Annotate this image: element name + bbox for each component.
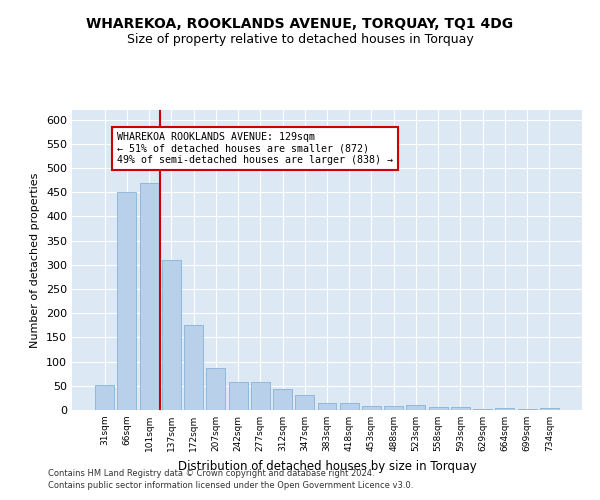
Bar xyxy=(295,396,314,410)
Bar xyxy=(317,402,337,410)
Text: Contains HM Land Registry data © Crown copyright and database right 2024.: Contains HM Land Registry data © Crown c… xyxy=(48,468,374,477)
Bar xyxy=(95,385,114,410)
Bar xyxy=(184,326,203,410)
Bar xyxy=(162,260,181,410)
Bar xyxy=(496,408,514,410)
Bar xyxy=(340,402,359,410)
Bar xyxy=(451,406,470,410)
Y-axis label: Number of detached properties: Number of detached properties xyxy=(31,172,40,348)
Bar xyxy=(229,382,248,410)
Text: Contains public sector information licensed under the Open Government Licence v3: Contains public sector information licen… xyxy=(48,481,413,490)
Bar xyxy=(406,405,425,410)
Bar xyxy=(118,192,136,410)
Bar xyxy=(540,408,559,410)
Bar xyxy=(384,406,403,410)
Text: WHAREKOA ROOKLANDS AVENUE: 129sqm
← 51% of detached houses are smaller (872)
49%: WHAREKOA ROOKLANDS AVENUE: 129sqm ← 51% … xyxy=(117,132,393,165)
Text: WHAREKOA, ROOKLANDS AVENUE, TORQUAY, TQ1 4DG: WHAREKOA, ROOKLANDS AVENUE, TORQUAY, TQ1… xyxy=(86,18,514,32)
Text: Size of property relative to detached houses in Torquay: Size of property relative to detached ho… xyxy=(127,32,473,46)
Bar xyxy=(429,406,448,410)
Bar xyxy=(518,409,536,410)
Bar xyxy=(140,182,158,410)
Bar xyxy=(251,382,270,410)
Bar xyxy=(273,389,292,410)
Bar xyxy=(362,406,381,410)
Bar xyxy=(473,408,492,410)
Bar xyxy=(206,368,225,410)
X-axis label: Distribution of detached houses by size in Torquay: Distribution of detached houses by size … xyxy=(178,460,476,472)
